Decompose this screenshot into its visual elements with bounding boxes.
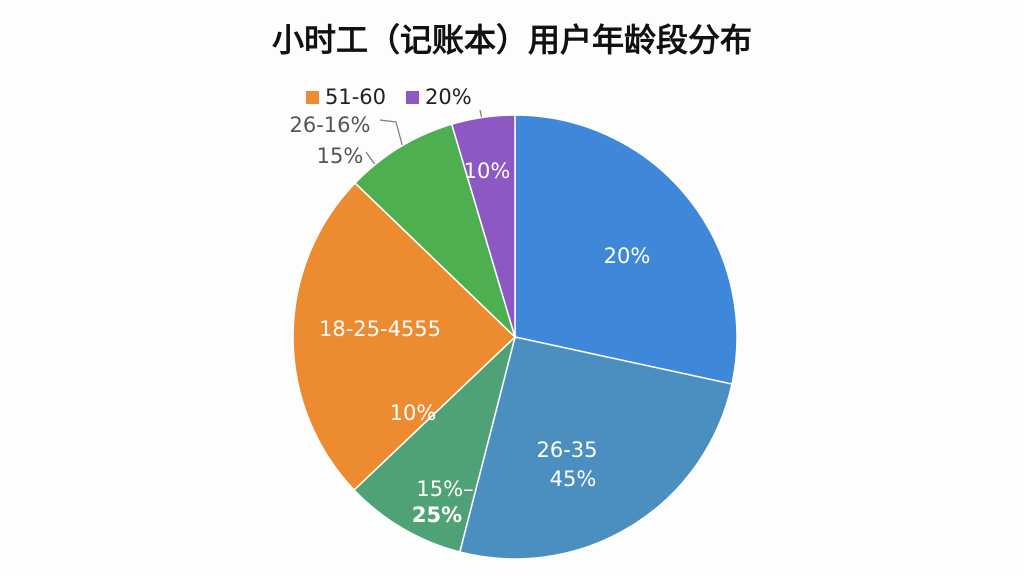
pie-slice <box>292 181 517 492</box>
slice-annotation: 25% <box>412 503 462 527</box>
slice-annotation: 45% <box>550 467 597 491</box>
slice-annotation: 20% <box>604 244 651 268</box>
slice-annotation: 18-25-4555 <box>319 317 441 341</box>
legend-label: 20% <box>425 85 472 109</box>
legend-label: 51-60 <box>325 85 386 109</box>
pie-slice <box>458 336 733 560</box>
slice-annotation: 15%– <box>416 477 473 501</box>
chart-title: 小时工（记账本）用户年龄段分布 <box>272 21 752 59</box>
legend-swatch <box>306 91 319 104</box>
slice-annotation: 10% <box>390 401 437 425</box>
leader-line <box>379 119 404 149</box>
pie-slice <box>354 123 517 340</box>
pie-slice <box>450 114 516 338</box>
slice-annotation: 26-35 <box>536 438 597 462</box>
slice-annotation: 10% <box>464 159 511 183</box>
legend-swatch <box>406 91 419 104</box>
pie-slice <box>353 334 517 553</box>
pie-slice <box>514 114 738 385</box>
slice-annotation: 15% <box>317 144 364 168</box>
leader-line <box>365 151 377 167</box>
slice-annotation: 26-16% <box>290 113 371 137</box>
